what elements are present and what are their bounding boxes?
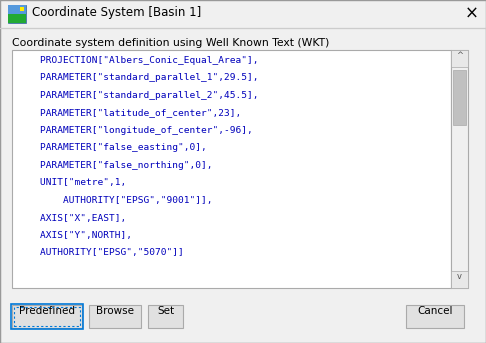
Text: Set: Set: [157, 306, 174, 316]
Text: AUTHORITY["EPSG","5070"]]: AUTHORITY["EPSG","5070"]]: [17, 248, 184, 258]
Text: ^: ^: [456, 51, 463, 60]
Text: PARAMETER["latitude_of_center",23],: PARAMETER["latitude_of_center",23],: [17, 108, 241, 118]
Bar: [406, 305, 464, 328]
Bar: [89, 305, 141, 328]
Bar: [451, 50, 468, 67]
Text: PARAMETER["standard_parallel_2",45.5],: PARAMETER["standard_parallel_2",45.5],: [17, 91, 259, 100]
Text: AXIS["X",EAST],: AXIS["X",EAST],: [17, 213, 126, 223]
Bar: [8, 5, 26, 14]
Bar: [14, 307, 80, 326]
Text: UNIT["metre",1,: UNIT["metre",1,: [17, 178, 126, 188]
Text: Coordinate System [Basin 1]: Coordinate System [Basin 1]: [32, 6, 201, 19]
Text: AXIS["Y",NORTH],: AXIS["Y",NORTH],: [17, 231, 132, 240]
Text: Browse: Browse: [96, 306, 134, 316]
Text: PROJECTION["Albers_Conic_Equal_Area"],: PROJECTION["Albers_Conic_Equal_Area"],: [17, 56, 259, 65]
Bar: [11, 304, 83, 329]
Bar: [451, 271, 468, 288]
Bar: [148, 305, 183, 328]
Bar: [12, 50, 451, 288]
Bar: [8, 12, 26, 23]
Bar: [453, 70, 466, 125]
Text: Predefined: Predefined: [19, 306, 75, 316]
Bar: [20, 7, 24, 11]
Text: PARAMETER["longitude_of_center",-96],: PARAMETER["longitude_of_center",-96],: [17, 126, 253, 135]
Bar: [451, 50, 468, 288]
Text: AUTHORITY["EPSG","9001"]],: AUTHORITY["EPSG","9001"]],: [17, 196, 212, 205]
Text: Cancel: Cancel: [417, 306, 453, 316]
Text: PARAMETER["false_easting",0],: PARAMETER["false_easting",0],: [17, 143, 207, 153]
Text: PARAMETER["standard_parallel_1",29.5],: PARAMETER["standard_parallel_1",29.5],: [17, 73, 259, 83]
Bar: [8, 5, 26, 23]
Text: v: v: [457, 272, 462, 281]
Text: PARAMETER["false_northing",0],: PARAMETER["false_northing",0],: [17, 161, 212, 170]
Text: ×: ×: [465, 5, 479, 23]
Text: Coordinate system definition using Well Known Text (WKT): Coordinate system definition using Well …: [12, 38, 330, 48]
Bar: [0, 0, 486, 28]
Bar: [12, 305, 82, 328]
